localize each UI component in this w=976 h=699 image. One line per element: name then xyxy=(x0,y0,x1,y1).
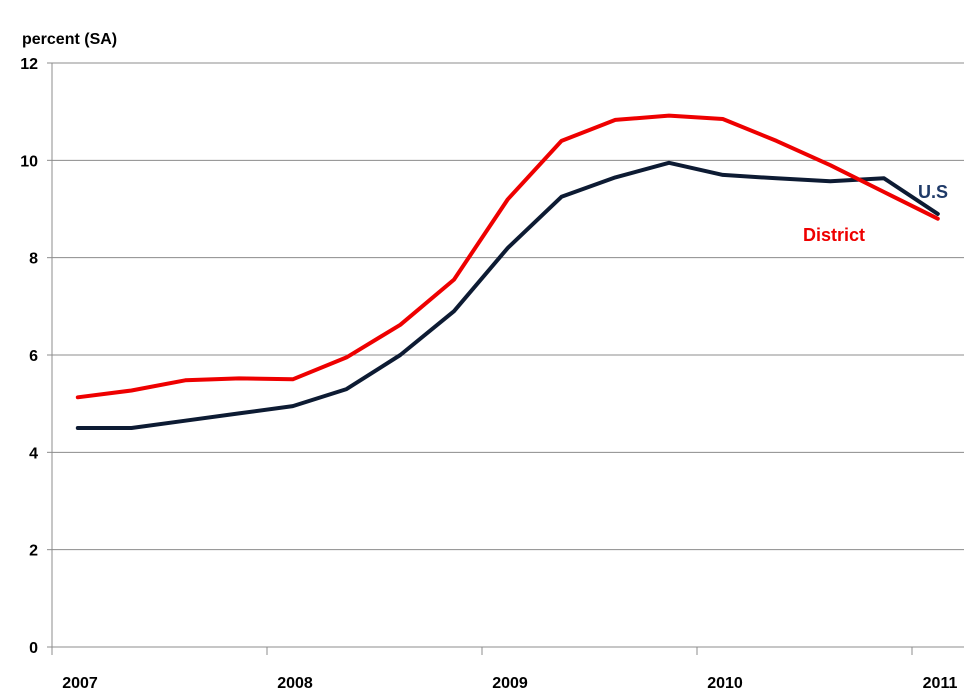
x-tick-label: 2011 xyxy=(923,675,958,692)
y-tick-label: 4 xyxy=(29,445,38,462)
gridlines xyxy=(52,62,964,551)
y-tick-label: 8 xyxy=(29,251,38,268)
series-labels: U.S District xyxy=(803,182,948,245)
series-line-us xyxy=(75,160,940,430)
axes xyxy=(47,62,964,655)
y-tick-label: 12 xyxy=(20,56,38,73)
y-tick-label: 10 xyxy=(20,153,38,170)
y-tick-label: 6 xyxy=(29,348,38,365)
y-tick-labels: 0 2 4 6 8 10 12 xyxy=(20,56,38,657)
x-tick-label: 2008 xyxy=(277,675,313,692)
x-tick-label: 2009 xyxy=(492,675,528,692)
x-tick-labels: 2007 2008 2009 2010 2011 xyxy=(62,675,957,692)
y-tick-label: 2 xyxy=(29,543,38,560)
x-tick-label: 2007 xyxy=(62,675,98,692)
y-tick-label: 0 xyxy=(29,640,38,657)
x-tick-label: 2010 xyxy=(707,675,743,692)
series-label-district: District xyxy=(803,225,865,245)
y-axis-title: percent (SA) xyxy=(22,31,117,48)
series-label-us: U.S xyxy=(918,182,948,202)
series-line-district xyxy=(75,113,940,400)
series-lines xyxy=(75,113,940,430)
